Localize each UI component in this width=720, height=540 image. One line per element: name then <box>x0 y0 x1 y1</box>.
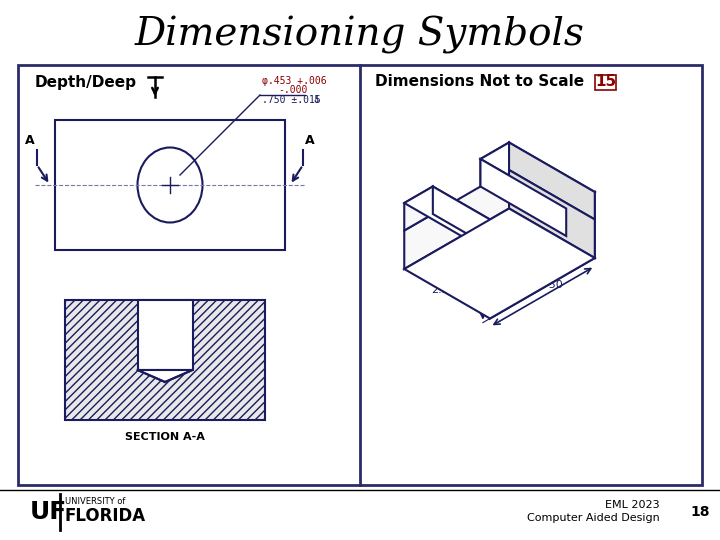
Polygon shape <box>404 186 433 231</box>
Text: .750 ±.015: .750 ±.015 <box>262 95 320 105</box>
Bar <box>65 300 265 420</box>
Polygon shape <box>433 186 518 264</box>
Text: 18: 18 <box>690 505 710 519</box>
Bar <box>138 300 192 370</box>
Text: UF: UF <box>30 500 67 524</box>
Text: 15: 15 <box>595 75 616 90</box>
Polygon shape <box>480 159 566 236</box>
Text: Computer Aided Design: Computer Aided Design <box>527 513 660 523</box>
Polygon shape <box>509 143 595 219</box>
Text: Depth/Deep: Depth/Deep <box>35 75 137 90</box>
Text: Dimensioning Symbols: Dimensioning Symbols <box>135 16 585 54</box>
Polygon shape <box>480 143 595 208</box>
FancyBboxPatch shape <box>18 65 702 485</box>
Polygon shape <box>490 219 595 319</box>
Text: SECTION A-A: SECTION A-A <box>125 432 205 442</box>
Text: φ.453 +.006: φ.453 +.006 <box>262 76 327 86</box>
Text: 2.250: 2.250 <box>431 285 463 295</box>
Text: 1.750: 1.750 <box>531 280 563 291</box>
Ellipse shape <box>138 147 202 222</box>
Text: -.000: -.000 <box>278 85 307 95</box>
Polygon shape <box>509 170 595 258</box>
Polygon shape <box>480 143 509 186</box>
Text: FLORIDA: FLORIDA <box>65 507 146 525</box>
Polygon shape <box>490 236 518 280</box>
Polygon shape <box>404 170 509 269</box>
Text: A: A <box>25 134 35 147</box>
Polygon shape <box>566 192 595 236</box>
Polygon shape <box>138 370 192 382</box>
Text: ⇓: ⇓ <box>312 95 321 105</box>
Text: Dimensions Not to Scale: Dimensions Not to Scale <box>375 75 584 90</box>
Polygon shape <box>404 186 518 253</box>
Bar <box>55 120 285 250</box>
Text: EML 2023: EML 2023 <box>606 500 660 510</box>
Text: UNIVERSITY of: UNIVERSITY of <box>65 497 125 507</box>
Polygon shape <box>404 208 595 319</box>
Text: A: A <box>305 134 315 147</box>
